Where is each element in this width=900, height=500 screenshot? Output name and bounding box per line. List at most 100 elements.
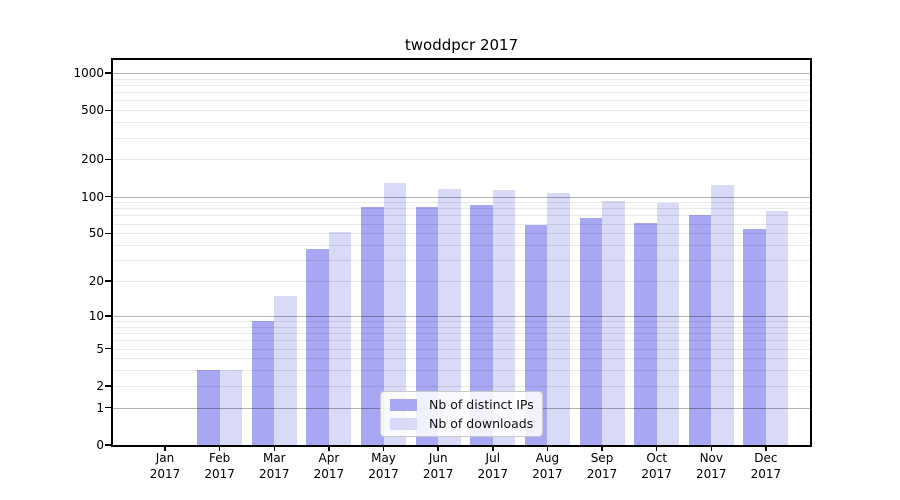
bar-distinct-ips xyxy=(524,225,548,445)
y-tick-mark xyxy=(105,158,112,161)
x-tick-label: Feb 2017 xyxy=(190,451,250,482)
minor-gridline xyxy=(113,333,810,334)
bar-distinct-ips xyxy=(634,222,657,445)
y-tick-mark xyxy=(105,195,112,198)
y-tick-label: 20 xyxy=(88,274,104,288)
bar-downloads xyxy=(438,189,461,445)
minor-gridline xyxy=(113,370,810,372)
bar-distinct-ips xyxy=(197,370,220,445)
y-tick-mark xyxy=(105,347,112,350)
x-tick-label-line: Jan xyxy=(155,451,175,465)
x-tick-mark xyxy=(655,446,658,451)
minor-gridline xyxy=(113,122,810,124)
bar-downloads xyxy=(711,184,734,445)
x-tick-label-line: Oct xyxy=(646,451,668,465)
bar-downloads xyxy=(274,295,297,445)
bar-downloads xyxy=(602,200,625,445)
bar-downloads xyxy=(547,192,570,445)
minor-gridline xyxy=(113,208,810,210)
x-tick-label: Jul 2017 xyxy=(463,451,523,482)
minor-gridline xyxy=(113,326,810,328)
minor-gridline xyxy=(113,100,810,102)
x-tick-label-line: 2017 xyxy=(313,466,345,481)
legend-swatch-downloads xyxy=(390,417,417,430)
y-tick-label: 1 xyxy=(96,400,104,415)
x-tick-label-line: Jul xyxy=(485,451,501,465)
x-tick-label: Aug 2017 xyxy=(517,451,577,482)
x-tick-label: Jun 2017 xyxy=(408,451,468,482)
y-tick-mark xyxy=(105,444,112,446)
x-tick-label-line: Aug xyxy=(535,451,560,465)
x-tick-label-line: 2017 xyxy=(696,466,727,481)
minor-gridline xyxy=(113,233,810,235)
y-tick-label: 200 xyxy=(81,152,104,167)
y-tick-label: 2 xyxy=(96,378,104,393)
y-tick-label: 5 xyxy=(96,341,104,356)
x-tick-mark xyxy=(382,446,385,451)
y-tick-mark xyxy=(105,232,112,234)
y-tick-mark xyxy=(105,109,112,111)
major-gridline xyxy=(113,315,810,317)
bar-downloads xyxy=(492,189,516,445)
legend-swatch-distinct-ips xyxy=(390,398,417,411)
y-tick-label: 500 xyxy=(81,103,104,118)
x-tick-label: Sep 2017 xyxy=(572,451,632,482)
y-tick-label: 10 xyxy=(88,308,104,323)
x-tick-label: Jan 2017 xyxy=(135,451,195,482)
bar-distinct-ips xyxy=(251,321,275,445)
x-tick-label-line: May xyxy=(371,451,396,465)
bar-downloads xyxy=(328,232,352,445)
minor-gridline xyxy=(113,385,810,387)
minor-gridline xyxy=(113,223,810,225)
x-tick-label: Oct 2017 xyxy=(627,451,687,482)
x-tick-label-line: 2017 xyxy=(259,466,290,481)
chart-title: twoddpcr 2017 xyxy=(404,36,519,54)
x-tick-label-line: 2017 xyxy=(477,466,509,481)
y-tick-label: 1000 xyxy=(73,65,104,80)
x-tick-label: May 2017 xyxy=(354,451,414,482)
minor-gridline xyxy=(113,340,810,342)
x-tick-label: Mar 2017 xyxy=(244,451,304,482)
x-tick-label: Dec 2017 xyxy=(736,451,796,482)
x-tick-label-line: 2017 xyxy=(149,466,181,481)
y-tick-mark xyxy=(105,72,112,74)
legend: Nb of distinct IPs Nb of downloads xyxy=(380,391,543,437)
minor-gridline xyxy=(113,321,810,322)
bar-distinct-ips xyxy=(470,205,493,445)
bar-downloads xyxy=(765,211,789,445)
x-tick-label-line: Mar xyxy=(262,451,286,465)
x-tick-label-line: 2017 xyxy=(532,466,563,481)
bar-distinct-ips xyxy=(743,229,766,445)
bar-downloads xyxy=(383,182,406,445)
minor-gridline xyxy=(113,358,810,360)
x-tick-mark xyxy=(710,446,713,451)
legend-label-downloads: Nb of downloads xyxy=(429,416,534,431)
x-tick-label-line: Sep xyxy=(590,451,614,465)
bar-downloads xyxy=(656,203,680,445)
bar-distinct-ips xyxy=(688,214,712,445)
x-tick-label-line: Nov xyxy=(699,451,723,465)
minor-gridline xyxy=(113,84,810,86)
x-tick-label-line: 2017 xyxy=(204,466,235,481)
y-tick-mark xyxy=(105,280,112,282)
major-gridline xyxy=(113,196,810,198)
minor-gridline xyxy=(113,202,810,204)
legend-item-downloads: Nb of downloads xyxy=(390,416,542,431)
legend-item-distinct-ips: Nb of distinct IPs xyxy=(390,397,542,412)
y-tick-mark xyxy=(105,385,112,387)
bar-distinct-ips xyxy=(306,249,329,445)
x-tick-label-line: 2017 xyxy=(368,466,399,481)
minor-gridline xyxy=(113,92,810,94)
x-tick-label-line: 2017 xyxy=(641,466,672,481)
bar-downloads xyxy=(219,370,243,445)
x-tick-mark xyxy=(492,446,494,451)
x-tick-mark xyxy=(273,446,275,451)
bar-distinct-ips xyxy=(361,207,384,445)
x-tick-label-line: Jun xyxy=(428,451,448,465)
x-tick-label-line: Dec xyxy=(754,451,778,465)
x-tick-mark xyxy=(218,446,221,451)
minor-gridline xyxy=(113,137,810,139)
plot-area xyxy=(113,60,810,445)
legend-label-distinct-ips: Nb of distinct IPs xyxy=(429,397,534,412)
